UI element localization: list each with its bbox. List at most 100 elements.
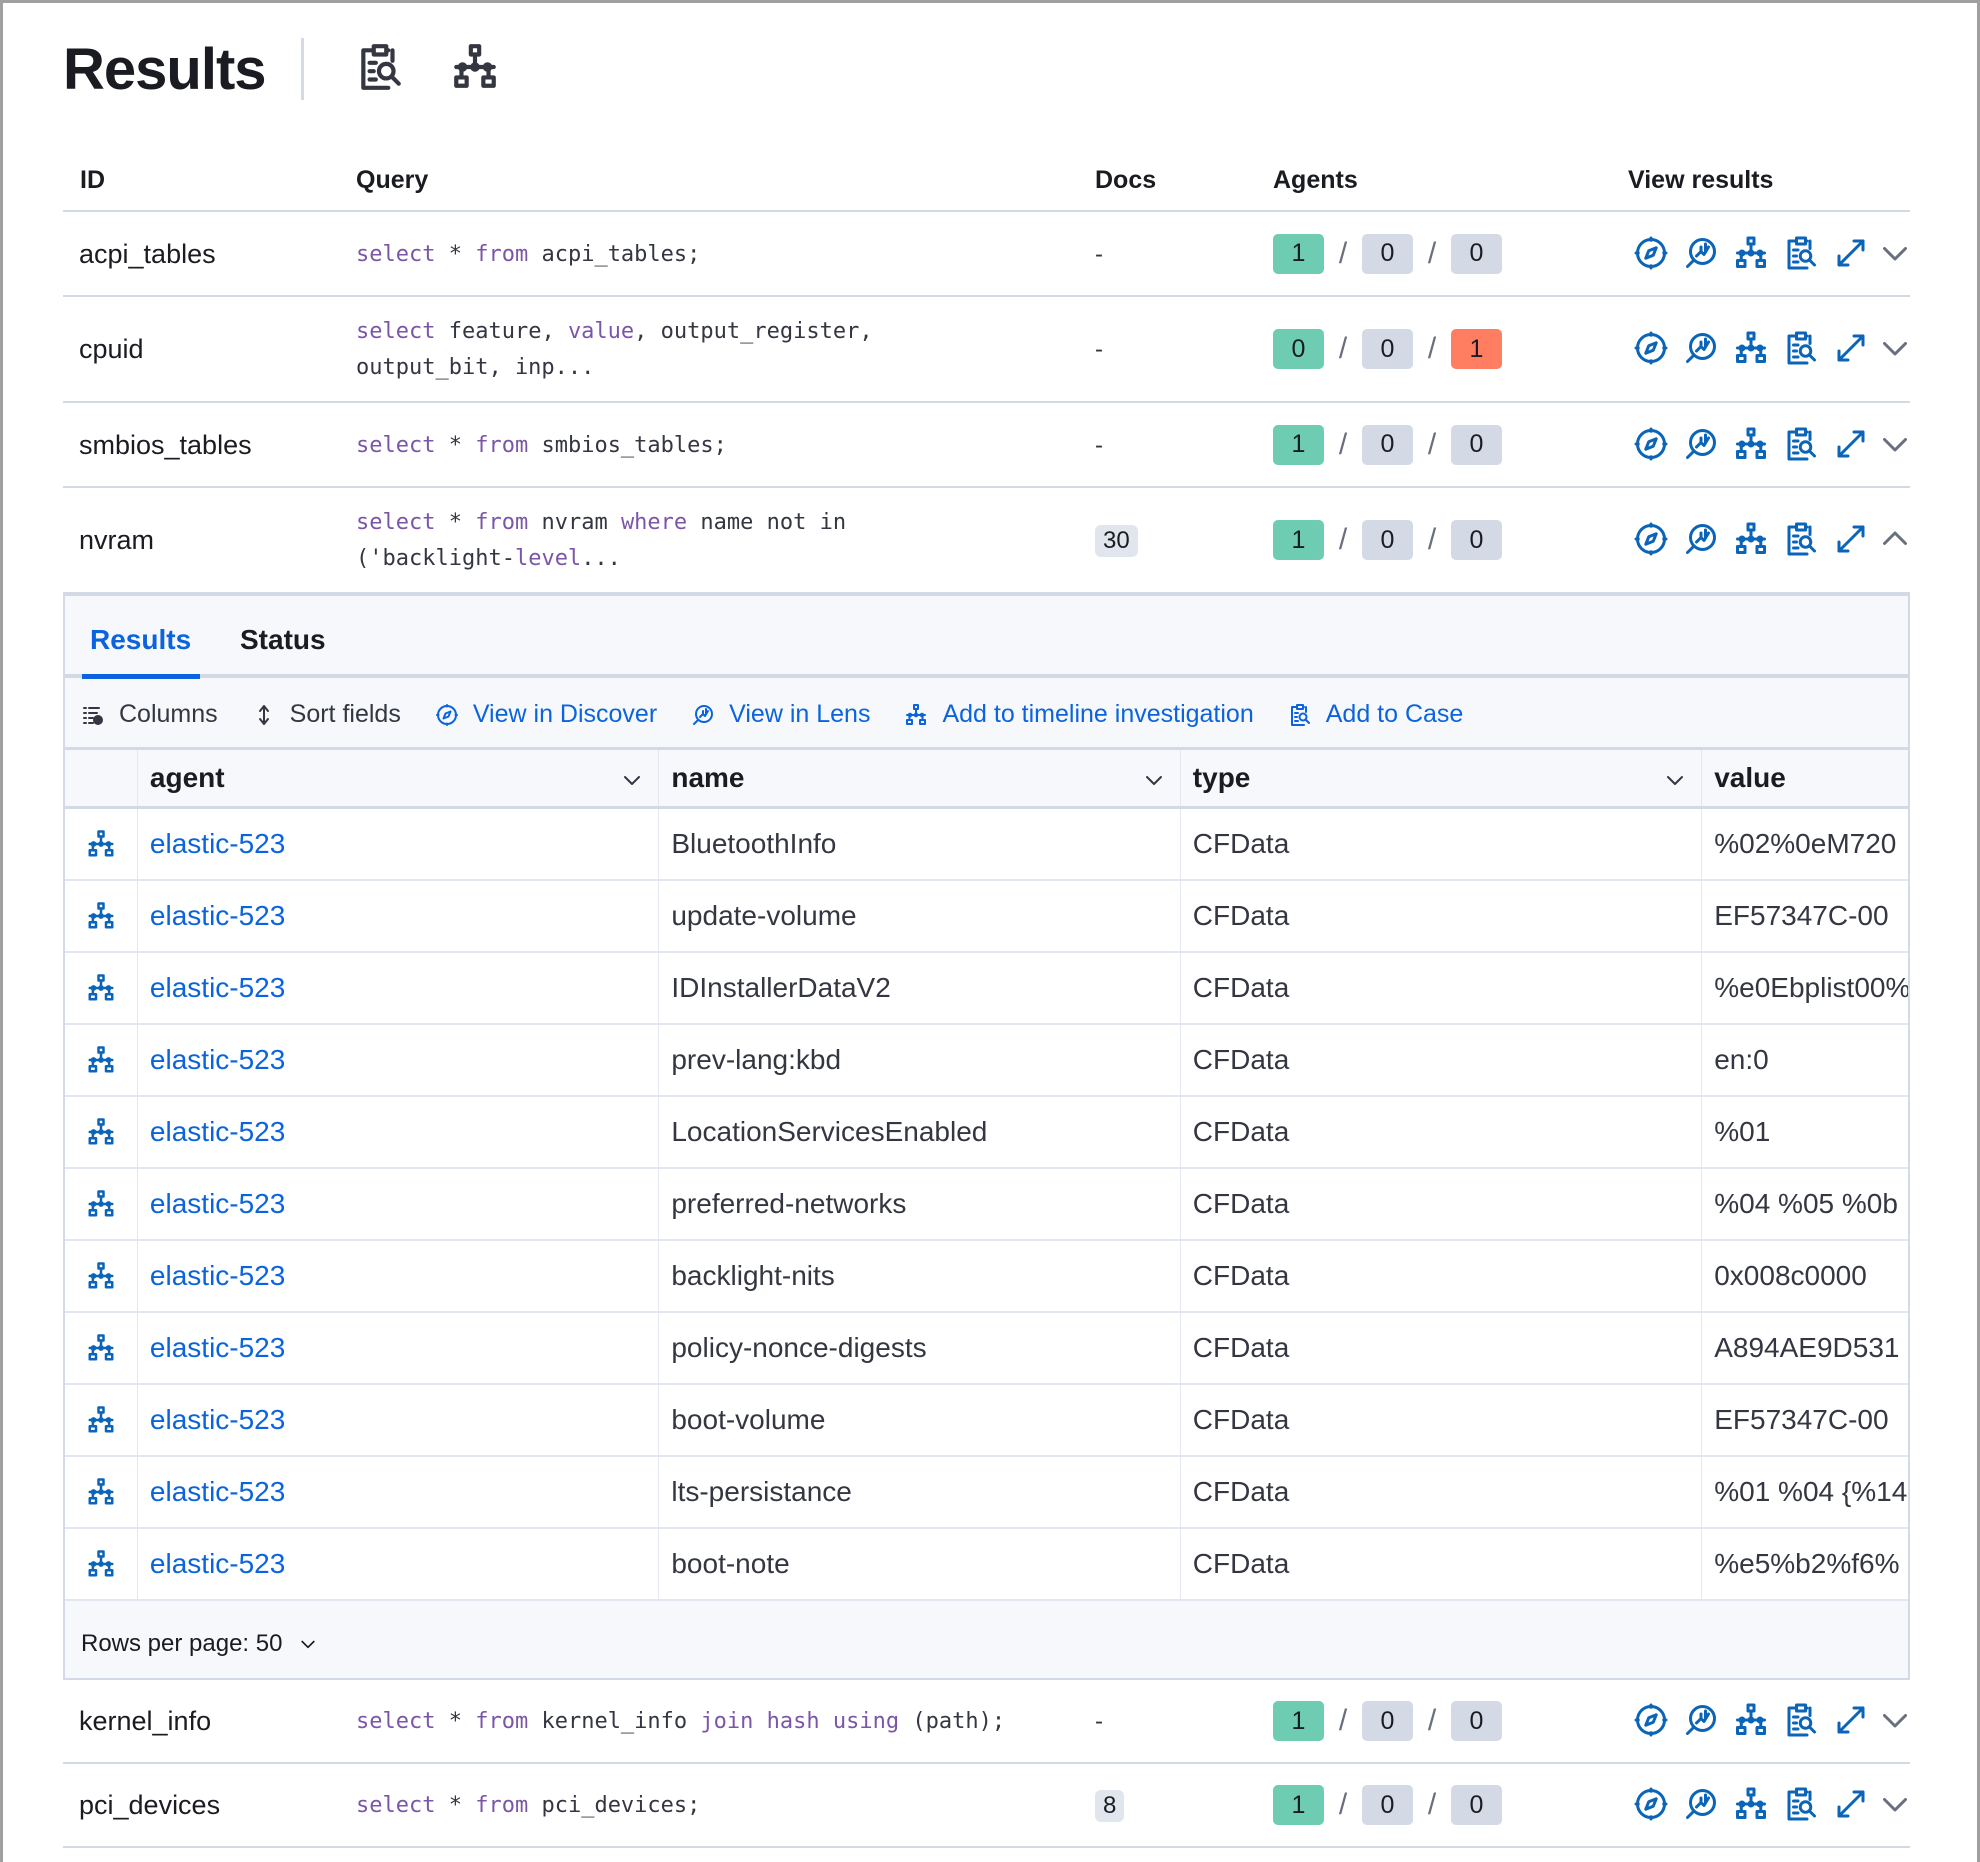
view-in-lens-button[interactable]: View in Lens bbox=[691, 700, 870, 729]
agent-link[interactable]: elastic-523 bbox=[149, 972, 286, 1003]
column-header-name[interactable]: name bbox=[659, 750, 1181, 806]
chevron-down-icon[interactable] bbox=[1142, 768, 1166, 792]
timeline-icon[interactable] bbox=[65, 1529, 138, 1599]
cell-type: CFData bbox=[1181, 809, 1703, 879]
tab-status[interactable]: Status bbox=[240, 624, 326, 655]
view-in-discover-button[interactable]: View in Discover bbox=[435, 700, 657, 729]
add-to-case-icon[interactable] bbox=[1783, 235, 1819, 276]
col-agents: Agents bbox=[1273, 166, 1358, 194]
query-row: smbios_tables select * from smbios_table… bbox=[63, 403, 1910, 488]
sort-fields-button[interactable]: Sort fields bbox=[252, 700, 401, 729]
timeline-icon[interactable] bbox=[65, 1457, 138, 1527]
cell-name: IDInstallerDataV2 bbox=[659, 953, 1181, 1023]
timeline-icon[interactable] bbox=[65, 881, 138, 951]
timeline-icon[interactable] bbox=[450, 42, 500, 92]
column-header-value[interactable]: value bbox=[1702, 750, 1908, 806]
add-to-case-icon[interactable] bbox=[1783, 521, 1819, 562]
lens-icon[interactable] bbox=[1683, 235, 1719, 276]
timeline-icon[interactable] bbox=[1733, 426, 1769, 467]
discover-compass-icon[interactable] bbox=[1633, 235, 1669, 276]
agent-link[interactable]: elastic-523 bbox=[149, 1476, 286, 1507]
timeline-icon[interactable] bbox=[65, 1097, 138, 1167]
column-header-agent[interactable]: agent bbox=[138, 750, 660, 806]
timeline-icon[interactable] bbox=[65, 953, 138, 1023]
timeline-icon[interactable] bbox=[65, 1169, 138, 1239]
discover-compass-icon[interactable] bbox=[1633, 1786, 1669, 1827]
grid-control-column bbox=[65, 750, 138, 806]
clipboard-search-icon[interactable] bbox=[355, 42, 405, 92]
expand-icon[interactable] bbox=[1833, 521, 1869, 562]
chevron-down-icon[interactable] bbox=[1877, 1702, 1913, 1743]
lens-icon[interactable] bbox=[1683, 1786, 1719, 1827]
chevron-up-icon[interactable] bbox=[1877, 521, 1913, 562]
cell-type: CFData bbox=[1181, 1241, 1703, 1311]
cell-agent: elastic-523 bbox=[138, 809, 660, 879]
timeline-icon[interactable] bbox=[1733, 1702, 1769, 1743]
discover-compass-icon[interactable] bbox=[1633, 426, 1669, 467]
chevron-down-icon[interactable] bbox=[1663, 768, 1687, 792]
timeline-icon[interactable] bbox=[1733, 235, 1769, 276]
expand-icon[interactable] bbox=[1833, 426, 1869, 467]
tab-results[interactable]: Results bbox=[90, 624, 192, 655]
add-to-case-icon[interactable] bbox=[1783, 1786, 1819, 1827]
add-to-case-button[interactable]: Add to Case bbox=[1288, 700, 1464, 729]
timeline-icon[interactable] bbox=[65, 809, 138, 879]
query-keyword: value bbox=[567, 319, 635, 344]
agent-link[interactable]: elastic-523 bbox=[149, 1332, 286, 1363]
agent-count-failed: 0 bbox=[1451, 424, 1502, 465]
add-to-case-icon[interactable] bbox=[1783, 330, 1819, 371]
columns-button[interactable]: Columns bbox=[81, 700, 218, 729]
add-to-case-icon[interactable] bbox=[1783, 1702, 1819, 1743]
discover-compass-icon[interactable] bbox=[1633, 521, 1669, 562]
chevron-down-icon[interactable] bbox=[1877, 1786, 1913, 1827]
timeline-icon[interactable] bbox=[1733, 521, 1769, 562]
discover-compass-icon[interactable] bbox=[1633, 330, 1669, 371]
add-to-case-icon[interactable] bbox=[1783, 426, 1819, 467]
agent-link[interactable]: elastic-523 bbox=[149, 900, 286, 931]
column-header-type[interactable]: type bbox=[1181, 750, 1703, 806]
agent-link[interactable]: elastic-523 bbox=[149, 1260, 286, 1291]
page-title: Results bbox=[63, 37, 267, 102]
timeline-icon[interactable] bbox=[1733, 1786, 1769, 1827]
chevron-down-icon[interactable] bbox=[1877, 330, 1913, 371]
agent-link[interactable]: elastic-523 bbox=[149, 1404, 286, 1435]
agent-link[interactable]: elastic-523 bbox=[149, 1044, 286, 1075]
discover-compass-icon[interactable] bbox=[1633, 1702, 1669, 1743]
agent-link[interactable]: elastic-523 bbox=[149, 1188, 286, 1219]
expand-icon[interactable] bbox=[1833, 235, 1869, 276]
separator: / bbox=[1427, 427, 1437, 461]
chevron-down-icon[interactable] bbox=[1877, 426, 1913, 467]
cell-type: CFData bbox=[1181, 1313, 1703, 1383]
add-to-case-icon bbox=[1288, 703, 1312, 727]
query-keyword: from bbox=[475, 432, 529, 458]
rows-per-page-selector[interactable]: Rows per page: 50 bbox=[81, 1630, 318, 1658]
timeline-icon[interactable] bbox=[65, 1385, 138, 1455]
table-header: ID Query Docs Agents View results bbox=[63, 150, 1910, 212]
expand-icon[interactable] bbox=[1833, 1702, 1869, 1743]
agent-link[interactable]: elastic-523 bbox=[149, 1548, 286, 1579]
timeline-icon[interactable] bbox=[65, 1313, 138, 1383]
col-id: ID bbox=[80, 166, 105, 194]
agent-count-successful: 1 bbox=[1273, 1785, 1324, 1825]
expand-icon[interactable] bbox=[1833, 330, 1869, 371]
chevron-down-icon[interactable] bbox=[620, 768, 644, 792]
discover-compass-icon bbox=[435, 703, 459, 727]
agent-link[interactable]: elastic-523 bbox=[149, 1116, 286, 1147]
lens-icon[interactable] bbox=[1683, 330, 1719, 371]
add-to-timeline-button[interactable]: Add to timeline investigation bbox=[904, 700, 1254, 729]
agent-link[interactable]: elastic-523 bbox=[149, 828, 286, 859]
chevron-down-icon[interactable] bbox=[1877, 235, 1913, 276]
timeline-icon[interactable] bbox=[1733, 330, 1769, 371]
query-text: pci_devices; bbox=[528, 1793, 701, 1818]
lens-icon[interactable] bbox=[1683, 1702, 1719, 1743]
case-label: Add to Case bbox=[1325, 700, 1464, 728]
table-row: elastic-523 boot-note CFData %e5%b2%f6% bbox=[65, 1529, 1908, 1601]
lens-icon[interactable] bbox=[1683, 426, 1719, 467]
query-text: , output_register, bbox=[634, 319, 873, 344]
cell-value: %01 bbox=[1714, 1116, 1771, 1147]
docs-count-badge: 30 bbox=[1095, 525, 1138, 557]
expand-icon[interactable] bbox=[1833, 1786, 1869, 1827]
lens-icon[interactable] bbox=[1683, 521, 1719, 562]
timeline-icon[interactable] bbox=[65, 1241, 138, 1311]
timeline-icon[interactable] bbox=[65, 1025, 138, 1095]
